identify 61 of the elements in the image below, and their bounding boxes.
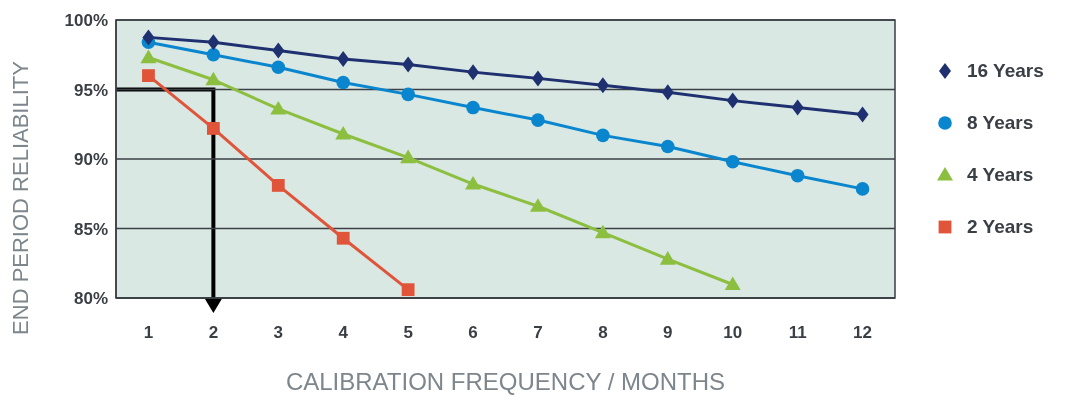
y-tick-label: 90% [73,150,108,170]
x-axis-title: CALIBRATION FREQUENCY / MONTHS [285,368,726,395]
point [660,139,675,154]
legend-label: 16 Years [967,60,1044,82]
point [402,56,415,73]
x-tick-label: 11 [788,323,807,343]
point [725,154,740,169]
point [271,60,286,75]
legend-label: 2 Years [967,216,1034,238]
point [336,231,350,245]
point [270,100,287,115]
point [724,276,741,291]
point [400,149,417,164]
point [207,34,220,51]
point [466,100,480,115]
x-tick-label: 9 [663,323,673,343]
y-tick-label: 95% [73,80,108,100]
x-tick-label: 12 [853,323,872,343]
point [465,176,482,190]
point [401,87,415,102]
point [337,50,350,67]
point [336,75,351,90]
x-tick-label: 8 [598,323,608,343]
y-axis-title: END PERIOD RELIABILITY [7,60,33,335]
x-tick-label: 2 [208,323,219,343]
y-tick-label: 80% [73,289,108,309]
x-tick-label: 10 [723,323,743,343]
legend-label: 8 Years [967,112,1034,134]
legend-label: 4 Years [967,164,1034,186]
point [790,168,805,183]
y-tick-label: 85% [73,219,108,239]
point [271,179,285,192]
point [791,99,804,116]
point [205,71,222,86]
x-tick-label: 5 [403,323,413,343]
x-tick-label: 3 [273,323,284,343]
point [726,92,739,109]
point [596,77,609,94]
point [661,84,674,101]
x-tick-label: 1 [143,323,154,343]
point [142,29,155,46]
point [856,106,869,123]
point [659,251,676,265]
point [855,182,870,196]
point [272,42,285,59]
point [531,70,544,87]
point [140,49,157,64]
point [401,283,415,297]
point [335,125,352,140]
x-tick-label: 7 [533,323,543,343]
point [529,198,546,212]
point [142,69,155,82]
point [531,113,545,127]
point [206,47,221,62]
point [596,128,610,143]
y-tick-label: 100% [64,11,108,31]
point [594,224,611,239]
x-tick-label: 4 [338,323,349,343]
point [206,122,220,135]
point [467,64,480,81]
x-tick-label: 6 [468,323,478,343]
